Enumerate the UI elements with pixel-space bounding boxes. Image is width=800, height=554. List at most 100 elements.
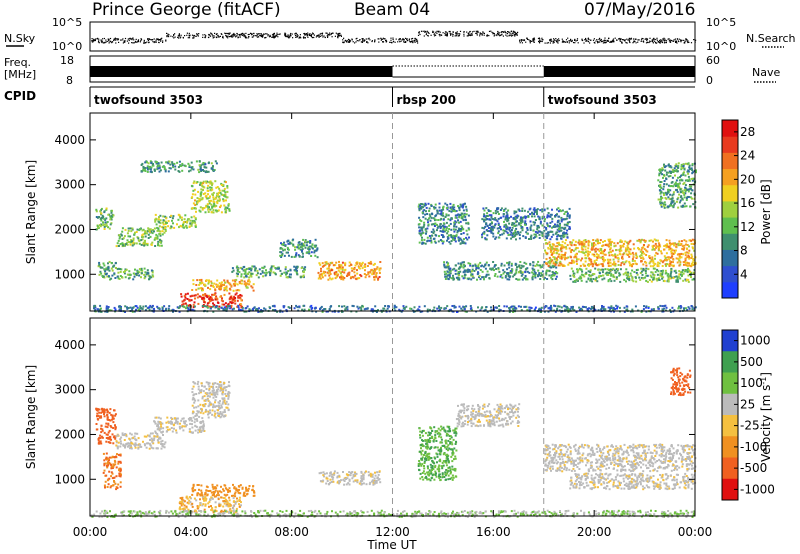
range-cell	[665, 263, 668, 265]
range-cell	[157, 228, 160, 231]
range-cell	[151, 274, 154, 277]
range-cell	[196, 296, 199, 299]
noise-point	[177, 36, 179, 38]
range-cell	[554, 248, 557, 251]
range-cell	[447, 278, 450, 281]
noise-point	[193, 35, 195, 37]
range-cell	[514, 217, 517, 220]
range-cell	[443, 270, 446, 273]
noise-point	[140, 39, 142, 42]
range-cell	[669, 165, 672, 168]
range-cell	[513, 222, 516, 225]
range-cell	[304, 246, 307, 249]
range-cell	[611, 240, 614, 243]
range-cell	[641, 238, 643, 241]
range-cell	[681, 269, 684, 272]
noise-point	[648, 41, 650, 44]
range-cell	[661, 265, 664, 267]
range-cell	[207, 184, 210, 187]
noise-point	[676, 38, 678, 40]
range-cell	[110, 267, 113, 270]
range-cell	[609, 248, 612, 251]
noise-point	[502, 35, 504, 37]
range-cell	[683, 196, 686, 199]
noise-point	[450, 33, 452, 35]
range-cell	[219, 295, 222, 298]
range-cell	[159, 219, 162, 222]
range-cell	[316, 256, 319, 259]
range-cell	[196, 197, 199, 200]
range-cell	[603, 253, 606, 256]
range-cell	[461, 217, 464, 220]
noise-point	[109, 40, 112, 42]
noise-point	[210, 33, 212, 35]
range-cell	[521, 278, 524, 281]
range-cell	[514, 231, 517, 234]
range-cell	[616, 269, 619, 272]
noise-point	[550, 39, 552, 41]
range-cell	[337, 273, 340, 276]
range-cell	[219, 191, 222, 194]
range-cell	[311, 247, 314, 250]
range-cell	[443, 225, 446, 228]
noise-point	[661, 41, 664, 44]
range-cell	[519, 224, 522, 227]
noise-point	[147, 40, 149, 42]
noise-point	[392, 37, 394, 39]
noise-point	[555, 40, 557, 42]
range-cell	[215, 196, 218, 199]
range-cell	[669, 262, 672, 265]
range-cell	[639, 250, 642, 253]
range-cell	[680, 240, 683, 243]
range-cell	[373, 278, 376, 281]
range-cell	[450, 277, 453, 280]
range-cell	[453, 239, 456, 241]
range-cell	[350, 263, 352, 266]
range-cell	[245, 285, 248, 288]
noise-point	[433, 31, 435, 33]
noise-point	[342, 41, 344, 44]
range-cell	[663, 183, 666, 186]
noise-point	[497, 32, 499, 35]
range-cell	[645, 274, 648, 277]
range-cell	[518, 223, 521, 226]
range-cell	[557, 249, 560, 252]
range-cell	[493, 265, 496, 268]
noise-point	[645, 37, 647, 40]
noise-point	[452, 31, 454, 33]
range-cell	[618, 272, 621, 275]
range-cell	[328, 274, 331, 277]
range-cell	[502, 215, 505, 218]
noise-point	[632, 42, 634, 44]
range-cell	[688, 264, 691, 267]
range-cell	[117, 267, 120, 270]
noise-point	[229, 35, 232, 37]
range-cell	[535, 210, 538, 213]
noise-point	[627, 39, 629, 41]
noise-point	[482, 32, 484, 34]
noise-point	[493, 33, 495, 35]
range-cell	[438, 235, 440, 238]
noise-point	[585, 40, 587, 42]
range-cell	[208, 208, 211, 211]
range-cell	[167, 225, 170, 228]
range-cell	[664, 169, 667, 172]
range-cell	[465, 209, 468, 212]
range-cell	[609, 261, 612, 264]
range-cell	[454, 228, 457, 231]
range-cell	[338, 270, 341, 273]
range-cell	[498, 270, 501, 273]
range-cell	[450, 217, 453, 220]
range-cell	[549, 243, 551, 246]
range-cell	[509, 271, 512, 274]
range-cell	[570, 267, 573, 270]
noise-point	[456, 35, 458, 37]
range-cell	[692, 243, 695, 246]
range-cell	[560, 246, 563, 249]
noise-point	[244, 36, 246, 38]
noise-point	[656, 39, 658, 41]
range-cell	[684, 184, 687, 187]
range-cell	[516, 220, 518, 223]
range-cell	[181, 225, 183, 228]
noise-point	[624, 39, 626, 41]
